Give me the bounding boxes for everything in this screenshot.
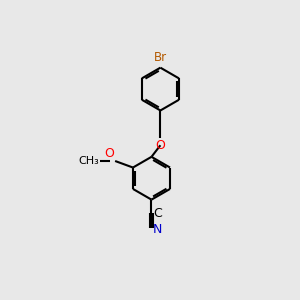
Text: Br: Br [154,51,167,64]
Text: C: C [153,206,162,220]
Text: O: O [104,146,114,160]
Text: CH₃: CH₃ [78,156,99,166]
Text: O: O [155,139,165,152]
Text: N: N [153,224,162,236]
